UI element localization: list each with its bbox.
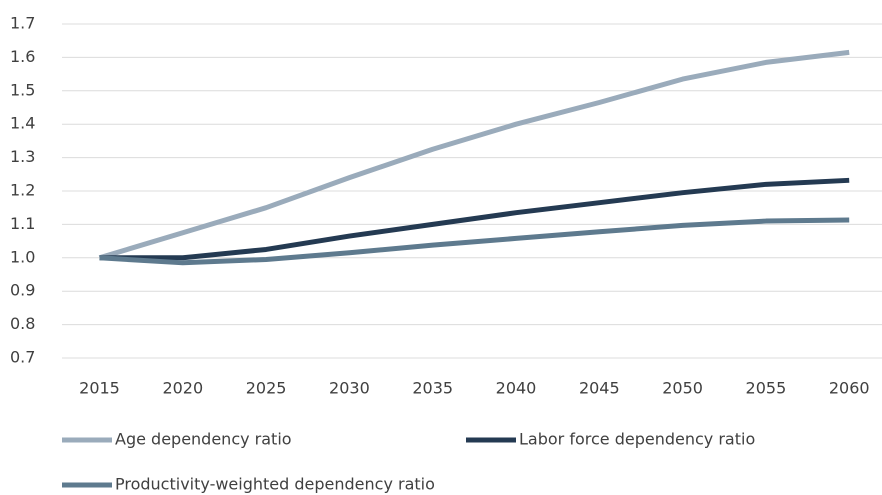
y-tick-label: 1.5	[10, 80, 35, 99]
y-tick-label: 1.3	[10, 147, 35, 166]
x-tick-label: 2030	[329, 379, 370, 398]
y-tick-label: 1.0	[10, 247, 35, 266]
legend-label: Productivity-weighted dependency ratio	[115, 475, 435, 494]
x-tick-label: 2040	[496, 379, 537, 398]
y-tick-label: 1.6	[10, 47, 35, 66]
y-tick-label: 1.2	[10, 181, 35, 200]
y-tick-label: 1.4	[10, 114, 35, 133]
series-line	[99, 177, 850, 261]
legend-label: Labor force dependency ratio	[519, 430, 755, 449]
x-tick-label: 2050	[662, 379, 703, 398]
x-tick-label: 2025	[246, 379, 287, 398]
y-tick-label: 0.7	[10, 348, 35, 367]
y-tick-label: 1.7	[10, 14, 35, 33]
x-tick-label: 2015	[79, 379, 120, 398]
series-line	[99, 217, 850, 266]
series-line	[98, 49, 850, 261]
x-tick-label: 2055	[746, 379, 787, 398]
x-tick-label: 2045	[579, 379, 620, 398]
y-tick-label: 1.1	[10, 214, 35, 233]
x-tick-label: 2035	[412, 379, 453, 398]
x-tick-label: 2020	[162, 379, 203, 398]
legend-label: Age dependency ratio	[115, 430, 292, 449]
y-tick-label: 0.9	[10, 281, 35, 300]
y-tick-label: 0.8	[10, 314, 35, 333]
x-tick-label: 2060	[829, 379, 870, 398]
